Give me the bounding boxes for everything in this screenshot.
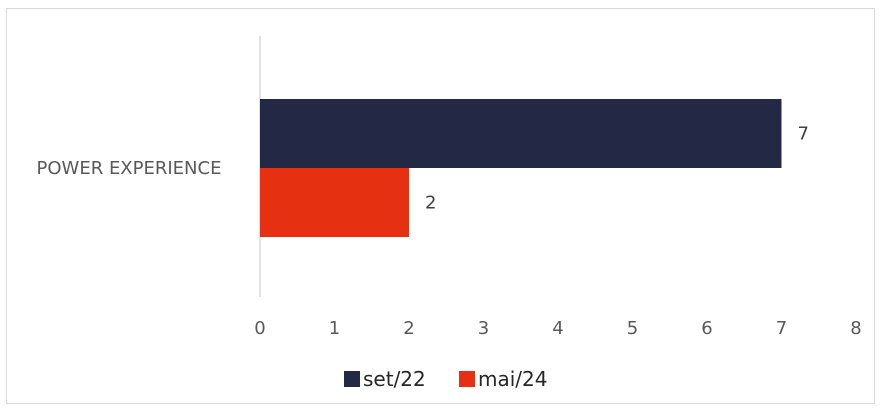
bar-series-2 <box>260 168 409 237</box>
data-label: 7 <box>798 124 809 145</box>
bar-series-1 <box>260 99 782 168</box>
x-tick-label: 4 <box>552 318 563 339</box>
data-label: 2 <box>425 193 436 214</box>
x-tick-label: 7 <box>776 318 787 339</box>
chart-frame <box>6 8 875 404</box>
x-tick-label: 6 <box>701 318 712 339</box>
x-tick-label: 5 <box>627 318 638 339</box>
legend-label: set/22 <box>363 367 426 391</box>
category-label: POWER EXPERIENCE <box>37 158 222 179</box>
legend-label: mai/24 <box>478 367 547 391</box>
x-tick-label: 3 <box>478 318 489 339</box>
legend: set/22 mai/24 <box>344 367 547 391</box>
labels-group: 72 <box>425 124 809 214</box>
bars-group <box>260 99 782 237</box>
x-tick-label: 8 <box>850 318 861 339</box>
axis-group: 0 1 2 3 4 5 6 7 8 POWER EXPERIENCE <box>37 36 862 339</box>
x-tick-label: 0 <box>254 318 265 339</box>
x-tick-label: 1 <box>329 318 340 339</box>
legend-swatch <box>344 371 360 387</box>
x-tick-label: 2 <box>403 318 414 339</box>
legend-swatch <box>459 371 475 387</box>
